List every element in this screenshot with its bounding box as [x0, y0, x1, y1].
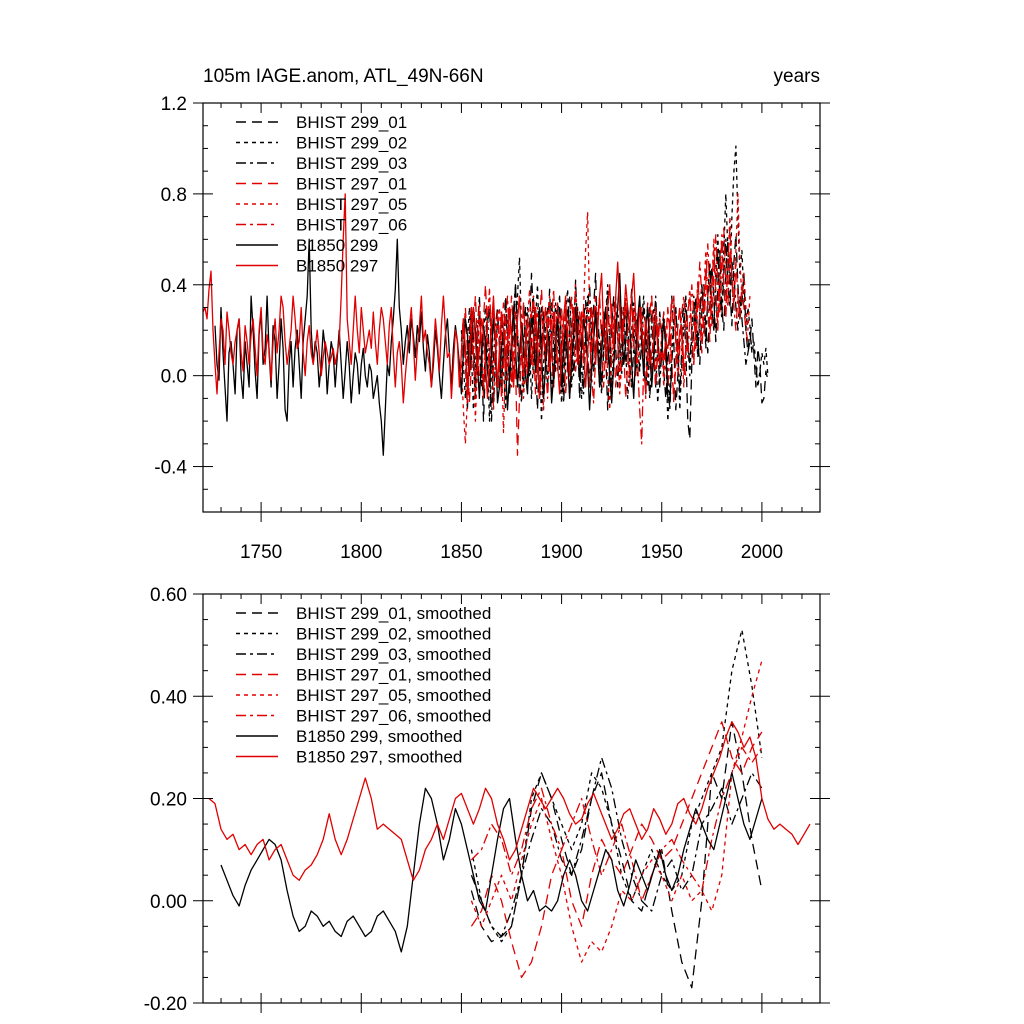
- panel2-series-b1850-299-smoothed: [220, 772, 763, 953]
- panel2-series-bhist-297-06-smoothed: [470, 746, 763, 902]
- panel2-legend-label-7: B1850 297, smoothed: [296, 748, 462, 767]
- panel2-legend: BHIST 299_01, smoothed BHIST 299_02, smoo…: [236, 604, 491, 767]
- panel2-legend-label-2: BHIST 299_03, smoothed: [296, 645, 491, 664]
- panel1-legend-label-3: BHIST 297_01: [296, 175, 407, 194]
- panel1-y-tick-label-0: -0.4: [154, 458, 187, 479]
- panel2-series-bhist-299-03-smoothed: [470, 756, 763, 938]
- panel1-legend-label-5: BHIST 297_06: [296, 216, 407, 235]
- top-panel: 105m IAGE.anom, ATL_49N-66N years 1750 18…: [154, 66, 830, 563]
- panel1-series-bhist-297-06: [460, 227, 741, 445]
- panel2-series-bhist-299-02-smoothed: [470, 629, 763, 943]
- panel1-y-tick-label-2: 0.4: [161, 276, 188, 297]
- panel2-y-tick-label-2: 0.20: [150, 790, 187, 811]
- panel1-x-tick-label-1750: 1750: [240, 542, 282, 563]
- panel1-y-tick-label-1: 0.0: [161, 367, 187, 388]
- top-chart-title: 105m IAGE.anom, ATL_49N-66N: [203, 66, 484, 87]
- panel2-y-tick-label-3: 0.40: [150, 687, 187, 708]
- panel2-legend-label-0: BHIST 299_01, smoothed: [296, 604, 491, 623]
- panel1-series-b1850-297: [203, 193, 687, 404]
- top-chart-units: years: [774, 66, 820, 87]
- panel2-y-tick-label-0: -0.20: [144, 994, 187, 1015]
- panel2-y-tick-label-1: 0.00: [150, 892, 187, 913]
- panel1-series-group: [203, 145, 769, 456]
- panel1-legend-label-2: BHIST 299_03: [296, 154, 407, 173]
- panel1-legend-label-7: B1850 297: [296, 257, 378, 276]
- panel1-x-tick-label-1950: 1950: [641, 542, 683, 563]
- panel1-legend-label-4: BHIST 297_05: [296, 195, 407, 214]
- panel1-y-tick-label-3: 0.8: [161, 185, 187, 206]
- panel2-y-tick-label-4: 0.60: [150, 585, 187, 606]
- panel1-legend-label-6: B1850 299: [296, 236, 378, 255]
- bottom-plot-area: -0.20 0.00 0.20 0.40 0.60 BHIST 299_01, smoot…: [144, 585, 830, 1015]
- panel2-series-group: [208, 629, 811, 989]
- panel2-series-b1850-297-smoothed: [208, 721, 811, 881]
- panel2-legend-label-6: B1850 299, smoothed: [296, 727, 462, 746]
- panel2-legend-label-1: BHIST 299_02, smoothed: [296, 625, 491, 644]
- panel2-legend-label-3: BHIST 297_01, smoothed: [296, 666, 491, 685]
- top-plot-area: 1750 1800 1850 1900 1950 2000 -0.4 0.0 0.4 0.8 1.2…: [154, 94, 830, 563]
- panel2-series-bhist-297-01-smoothed: [470, 721, 763, 979]
- panel1-series-b1850-299: [214, 238, 673, 456]
- panel1-y-tick-label-4: 1.2: [161, 94, 187, 115]
- panel1-x-tick-label-1900: 1900: [540, 542, 582, 563]
- panel1-x-tick-label-1850: 1850: [440, 542, 482, 563]
- panel2-legend-label-5: BHIST 297_06, smoothed: [296, 707, 491, 726]
- panel1-legend-label-0: BHIST 299_01: [296, 113, 407, 132]
- panel1-legend-label-1: BHIST 299_02: [296, 134, 407, 153]
- panel2-legend-label-4: BHIST 297_05, smoothed: [296, 686, 491, 705]
- panel1-x-tick-label-2000: 2000: [741, 542, 783, 563]
- bottom-panel: -0.20 0.00 0.20 0.40 0.60 BHIST 299_01, smoot…: [144, 585, 830, 1015]
- panel1-x-tick-label-1800: 1800: [340, 542, 382, 563]
